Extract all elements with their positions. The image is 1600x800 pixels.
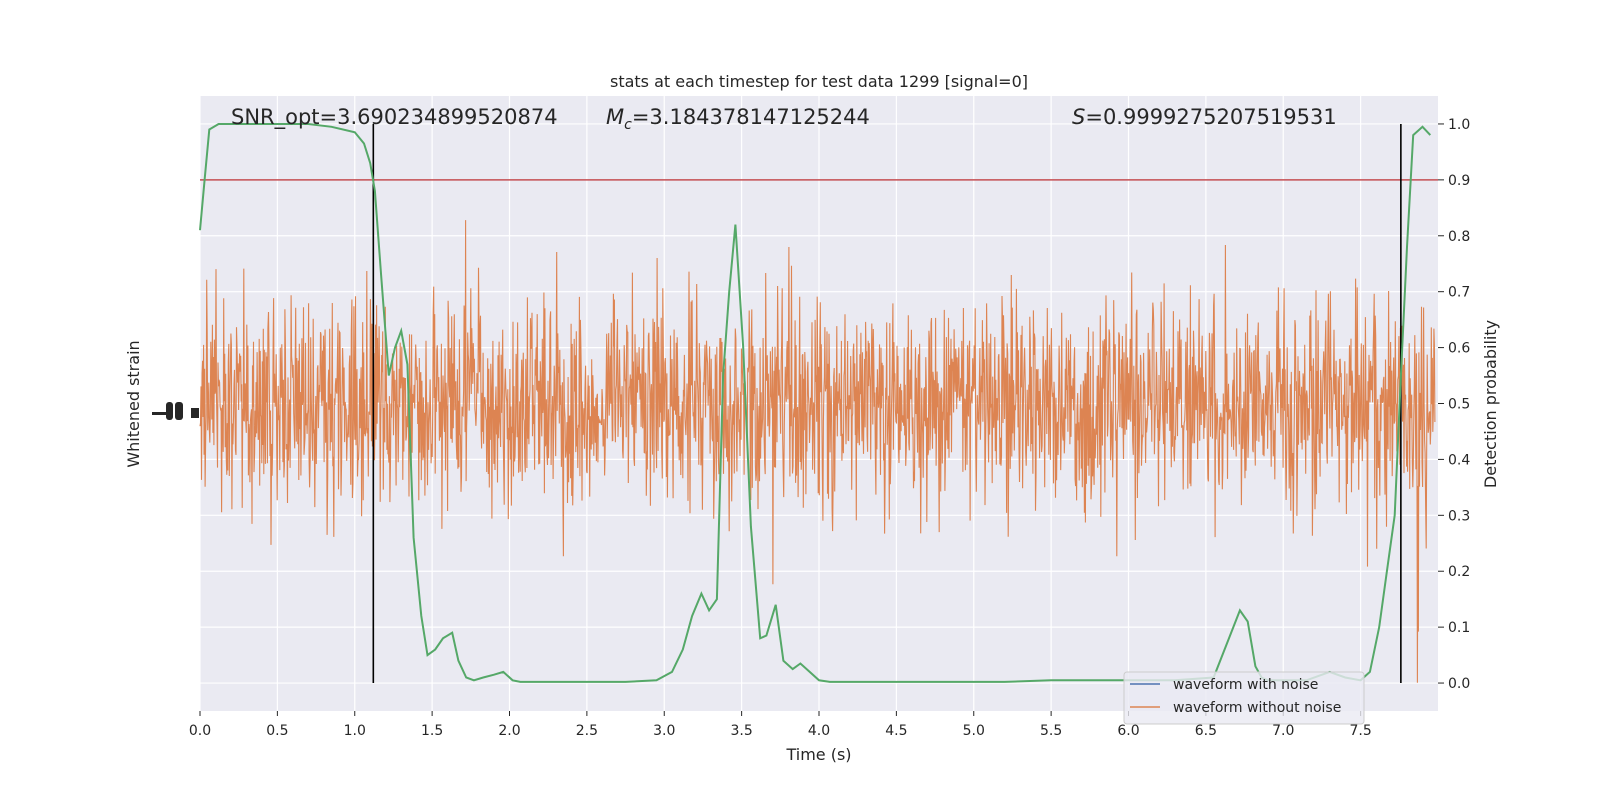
statistic-symbol: S — [1072, 105, 1085, 129]
y-tick-label: 0.1 — [1448, 620, 1470, 636]
x-tick-label: 2.0 — [498, 723, 520, 739]
x-tick-label: 1.0 — [344, 723, 366, 739]
statistic-value: =0.9999275207519531 — [1085, 105, 1336, 129]
y-tick-label: 0.2 — [1448, 564, 1470, 580]
x-tick-label: 2.5 — [576, 723, 598, 739]
x-axis-label: Time (s) — [785, 745, 851, 764]
x-tick-label: 3.0 — [653, 723, 675, 739]
x-tick-label: 0.0 — [189, 723, 211, 739]
chirp-mass-annotation: Mc=3.184378147125244 — [606, 105, 870, 133]
x-tick-label: 1.5 — [421, 723, 443, 739]
y-left-axis-label: Whitened strain — [124, 340, 143, 467]
chirp-mass-value: =3.184378147125244 — [632, 105, 870, 129]
legend-box — [1123, 671, 1365, 725]
y-tick-label: 0.9 — [1448, 173, 1470, 189]
legend: waveform with noise waveform without noi… — [1123, 671, 1365, 725]
chirp-mass-symbol: M — [606, 105, 624, 129]
y-tick-label: 0.3 — [1448, 508, 1470, 524]
y-tick-label: 0.6 — [1448, 341, 1470, 357]
y-right-axis-label: Detection probability — [1481, 320, 1500, 488]
y-tick-label: 0.8 — [1448, 229, 1470, 245]
y-tick-label: 0.7 — [1448, 285, 1470, 301]
noise-trace — [199, 220, 1436, 683]
y-tick-label: 0.5 — [1448, 397, 1470, 413]
x-tick-label: 5.5 — [1040, 723, 1062, 739]
x-axis-ticks: 0.0 0.5 1.0 1.5 2.0 2.5 3.0 3.5 4.0 4.5 5.0 5.5 6.0 6… — [189, 711, 1372, 739]
x-tick-label: 7.5 — [1349, 723, 1371, 739]
legend-label-with-noise: waveform with noise — [1173, 677, 1318, 693]
left-axis-collapsed-ticks — [152, 402, 199, 420]
x-tick-label: 6.0 — [1117, 723, 1139, 739]
x-tick-label: 4.0 — [808, 723, 830, 739]
legend-label-without-noise: waveform without noise — [1173, 700, 1341, 716]
statistic-annotation: S=0.9999275207519531 — [1072, 105, 1337, 129]
waveform-without-noise-series — [199, 220, 1436, 683]
x-tick-label: 5.0 — [963, 723, 985, 739]
snr-annotation: SNR_opt=3.690234899520874 — [231, 105, 558, 130]
chart-title: stats at each timestep for test data 129… — [610, 72, 1028, 91]
x-tick-label: 0.5 — [266, 723, 288, 739]
y-tick-label: 0.4 — [1448, 452, 1470, 468]
x-tick-label: 6.5 — [1195, 723, 1217, 739]
y-right-axis-ticks: 0.0 0.1 0.2 0.3 0.4 0.5 0.6 0.7 0.8 0.9 1.0 — [1438, 117, 1470, 692]
x-tick-label: 3.5 — [730, 723, 752, 739]
chirp-mass-subscript: c — [624, 117, 632, 133]
y-tick-label: 0.0 — [1448, 676, 1470, 692]
y-tick-label: 1.0 — [1448, 117, 1470, 133]
x-tick-label: 4.5 — [885, 723, 907, 739]
x-tick-label: 7.0 — [1272, 723, 1294, 739]
vertical-markers — [372, 123, 1402, 684]
